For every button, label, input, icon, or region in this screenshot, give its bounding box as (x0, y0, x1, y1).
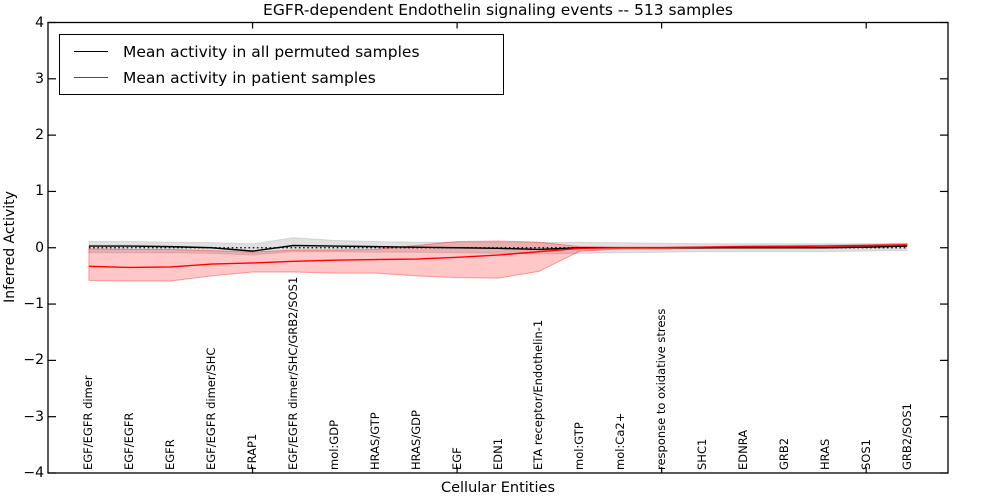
x-category-label: SOS1 (858, 439, 873, 470)
x-category-label: HRAS/GTP (367, 412, 382, 470)
permuted-band (88, 237, 908, 256)
x-category-label: SHC1 (695, 438, 710, 470)
x-category-label: GRB2/SOS1 (899, 403, 914, 470)
x-category-label: EGF (449, 447, 464, 470)
y-tick-label: 2 (35, 127, 44, 144)
y-tick-label: −2 (23, 352, 44, 369)
x-category-label: FRAP1 (245, 433, 260, 470)
patient-mean-line (88, 244, 908, 269)
x-category-label: mol:GTP (572, 422, 587, 470)
x-category-label: EGFR (163, 439, 178, 470)
legend-label-patient: Mean activity in patient samples (123, 68, 376, 87)
mean-lines (88, 244, 908, 269)
x-axis-title: Cellular Entities (440, 480, 556, 496)
x-category-label: response to oxidative stress (654, 308, 669, 470)
x-category-label: HRAS (817, 438, 832, 470)
chart-title: EGFR-dependent Endothelin signaling even… (263, 1, 733, 19)
x-category-label: EGF/EGFR (122, 412, 137, 470)
legend-box: Mean activity in all permuted samples Me… (59, 34, 504, 95)
plot-border (47, 21, 949, 474)
permuted-mean-line (88, 244, 908, 252)
legend-label-permuted: Mean activity in all permuted samples (123, 42, 420, 61)
x-category-label: ETA receptor/Endothelin-1 (531, 319, 546, 470)
y-tick-label: −1 (23, 296, 44, 313)
x-category-label: EDN1 (490, 437, 505, 470)
x-category-label: EGF/EGFR dimer/SHC (204, 347, 219, 470)
y-tick-label: 0 (35, 239, 44, 256)
confidence-bands (88, 237, 908, 282)
y-tick-label: −3 (23, 408, 44, 425)
x-category-label: mol:GDP (326, 419, 341, 470)
x-category-label: EGF/EGFR dimer (81, 375, 96, 470)
permuted-line-sample (74, 51, 108, 52)
legend-item-patient: Mean activity in patient samples (74, 69, 503, 87)
y-tick-label: 3 (35, 70, 44, 87)
x-category-label: GRB2 (776, 437, 791, 470)
y-tick-label: 4 (35, 14, 44, 31)
x-category-label: EDNRA (735, 429, 750, 470)
patient-line-sample (74, 77, 108, 78)
x-category-label: mol:Ca2+ (613, 412, 628, 470)
x-category-label: HRAS/GDP (408, 410, 423, 470)
y-tick-label: 1 (35, 183, 44, 200)
y-tick-label: −4 (23, 465, 44, 481)
x-category-label: EGF/EGFR dimer/SHC/GRB2/SOS1 (285, 276, 300, 470)
legend-item-permuted: Mean activity in all permuted samples (74, 43, 503, 61)
